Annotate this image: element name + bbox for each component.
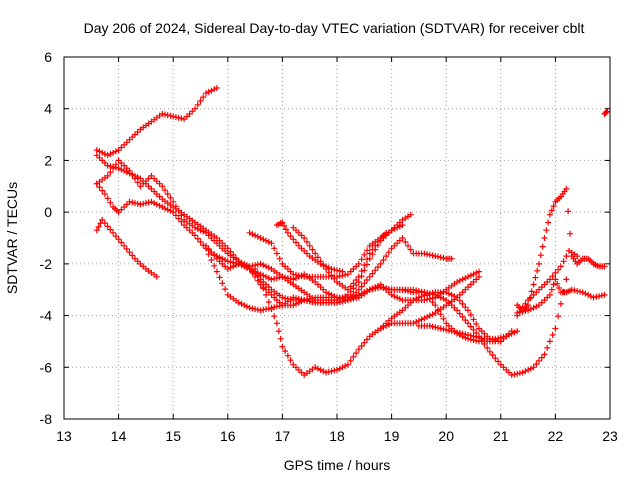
x-tick-label: 15 bbox=[165, 428, 181, 444]
series-s16 bbox=[514, 247, 581, 319]
chart-title: Day 206 of 2024, Sidereal Day-to-day VTE… bbox=[84, 20, 585, 36]
x-tick-label: 23 bbox=[602, 428, 618, 444]
x-tick-label: 16 bbox=[220, 428, 236, 444]
x-tick-label: 14 bbox=[111, 428, 127, 444]
y-tick-label: 4 bbox=[44, 101, 52, 117]
grid-lines bbox=[64, 57, 610, 419]
y-tick-label: -4 bbox=[40, 308, 53, 324]
y-tick-label: 0 bbox=[44, 204, 52, 220]
series-s4 bbox=[93, 157, 414, 304]
series-s13 bbox=[415, 322, 521, 342]
y-axis-label: SDTVAR / TECUs bbox=[4, 182, 20, 294]
series-s7 bbox=[203, 235, 455, 314]
x-tick-label: 20 bbox=[438, 428, 454, 444]
x-axis-label: GPS time / hours bbox=[284, 457, 391, 473]
y-tick-label: -6 bbox=[40, 359, 53, 375]
series-s14 bbox=[514, 185, 608, 314]
series-s5 bbox=[93, 216, 160, 280]
series-points bbox=[415, 322, 521, 342]
y-tick-label: -8 bbox=[40, 411, 53, 427]
data-series-layer bbox=[93, 85, 611, 378]
series-s17 bbox=[601, 108, 611, 117]
x-tick-label: 19 bbox=[384, 428, 400, 444]
series-points bbox=[290, 224, 390, 293]
x-tick-label: 13 bbox=[56, 428, 72, 444]
x-tick-label: 21 bbox=[493, 428, 509, 444]
series-points bbox=[252, 266, 504, 378]
series-points bbox=[377, 273, 482, 332]
series-s1 bbox=[93, 85, 220, 159]
series-s15 bbox=[514, 276, 608, 316]
series-points bbox=[514, 185, 608, 314]
series-points bbox=[203, 235, 455, 314]
series-points bbox=[514, 247, 581, 319]
series-points bbox=[93, 180, 482, 309]
series-s12 bbox=[377, 273, 482, 332]
x-tick-label: 18 bbox=[329, 428, 345, 444]
series-s9 bbox=[252, 266, 504, 378]
y-tick-label: 2 bbox=[44, 152, 52, 168]
series-points bbox=[93, 85, 220, 159]
series-s3 bbox=[93, 180, 482, 309]
series-points bbox=[93, 157, 414, 304]
series-s11 bbox=[290, 224, 390, 293]
series-points bbox=[601, 108, 611, 117]
series-points bbox=[514, 276, 608, 316]
axis-ticks: 13 14 15 16 17 18 19 20 21 22 23 -8 -6 -4 -2 0 2 4 6 bbox=[40, 49, 618, 444]
x-tick-label: 17 bbox=[275, 428, 291, 444]
x-tick-label: 22 bbox=[548, 428, 564, 444]
series-points bbox=[93, 216, 160, 280]
y-tick-label: 6 bbox=[44, 49, 52, 65]
y-tick-label: -2 bbox=[40, 256, 53, 272]
